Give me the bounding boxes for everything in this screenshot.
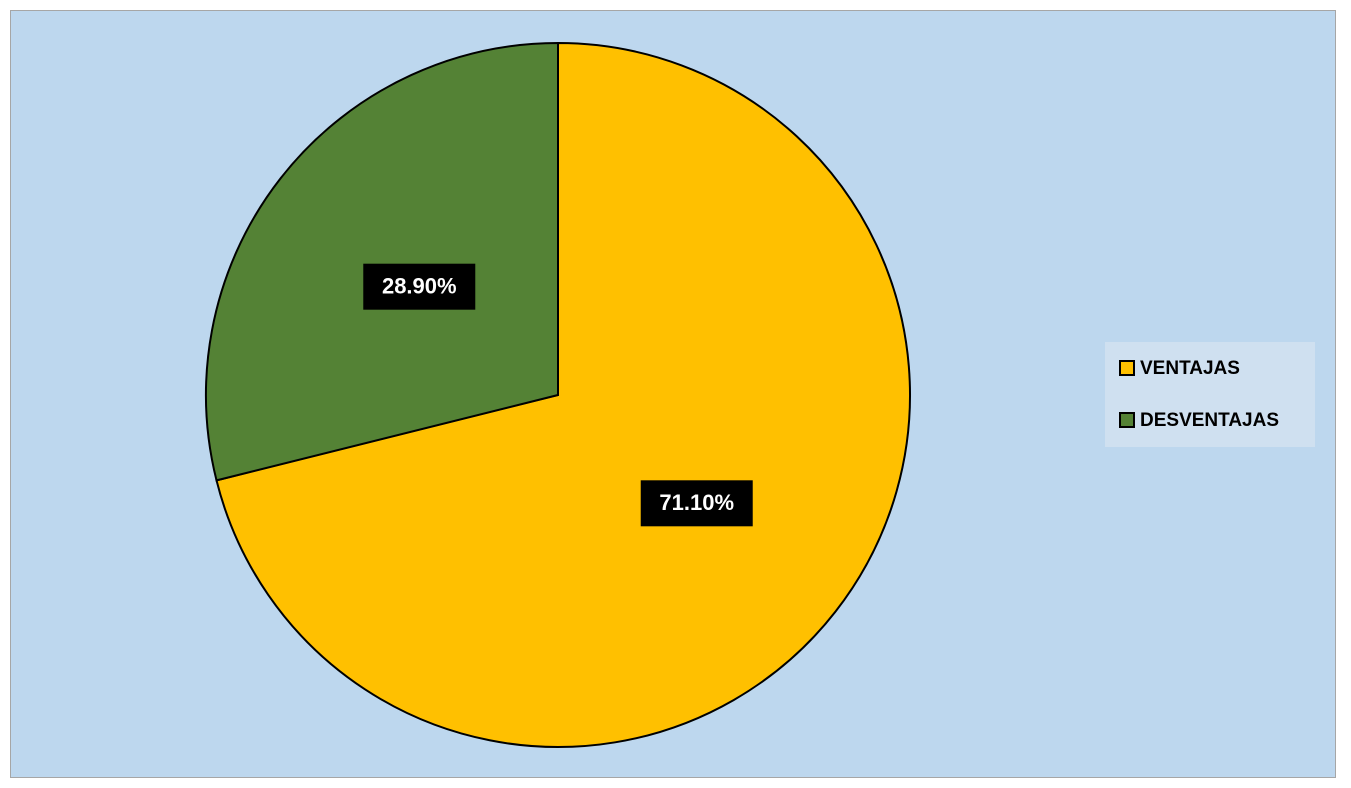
pie-slice (205, 41, 559, 482)
legend-label: VENTAJAS (1140, 358, 1240, 379)
data-label: 71.10% (659, 490, 734, 515)
label-box (640, 480, 753, 527)
legend-swatch (1119, 360, 1135, 376)
pie-slice (215, 41, 911, 748)
legend-label: DESVENTAJAS (1140, 410, 1279, 431)
legend-swatch (1119, 412, 1135, 428)
data-label: 28.90% (382, 274, 457, 299)
legend (1105, 342, 1315, 447)
label-box (363, 263, 476, 310)
